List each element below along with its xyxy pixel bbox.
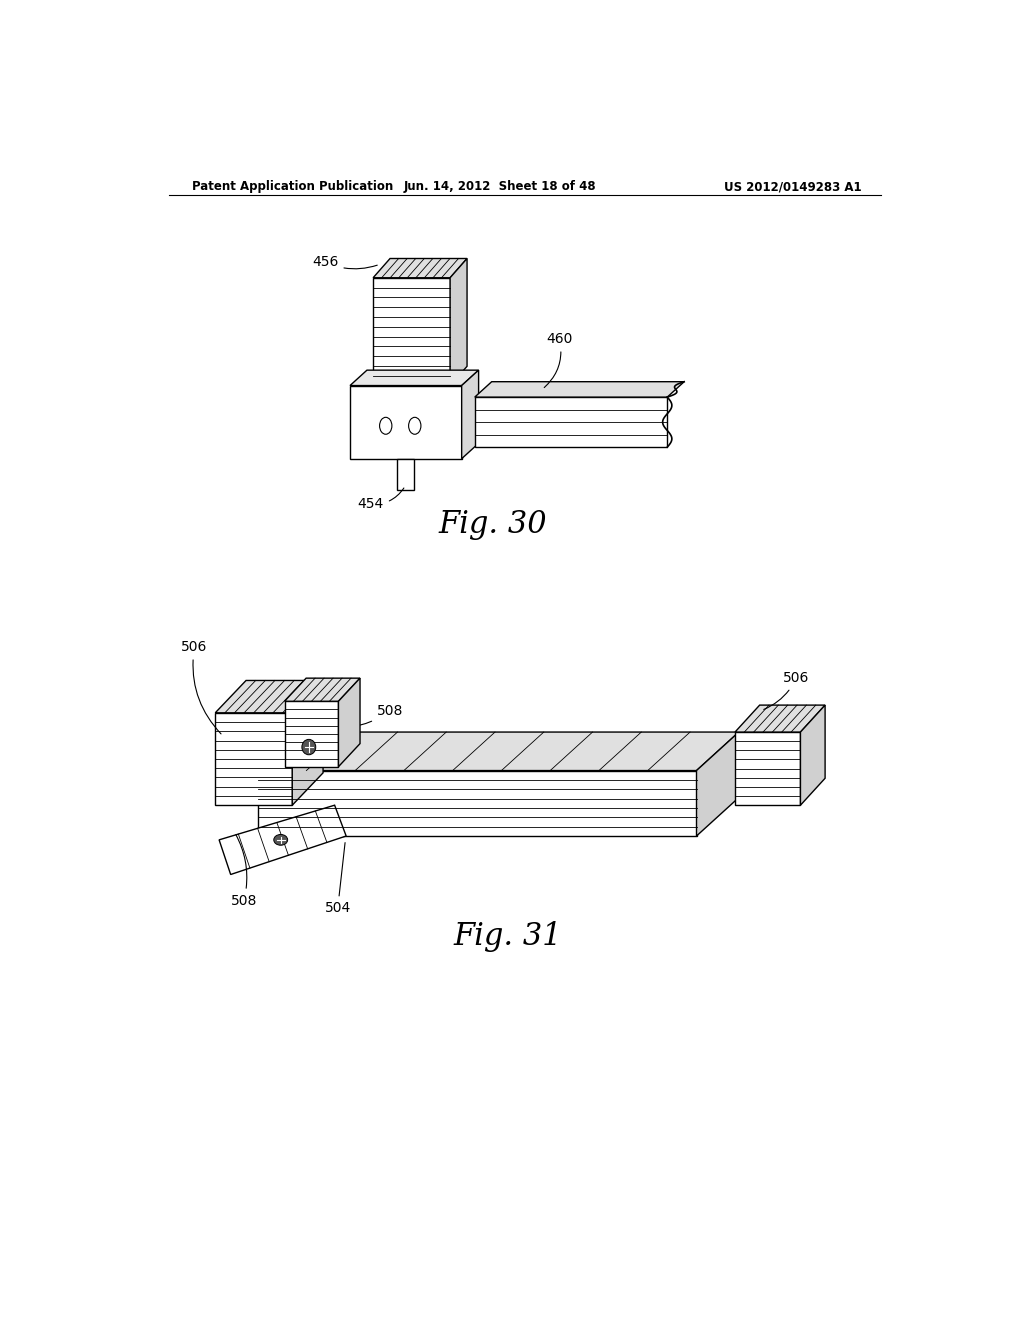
Polygon shape	[373, 277, 451, 385]
Polygon shape	[801, 705, 825, 805]
Text: Jun. 14, 2012  Sheet 18 of 48: Jun. 14, 2012 Sheet 18 of 48	[403, 181, 596, 194]
Polygon shape	[292, 681, 323, 805]
Polygon shape	[215, 681, 323, 713]
Text: Fig. 30: Fig. 30	[438, 508, 547, 540]
Polygon shape	[339, 678, 360, 767]
Text: 454: 454	[357, 488, 403, 511]
Text: 460: 460	[544, 333, 572, 388]
Polygon shape	[397, 459, 414, 490]
Polygon shape	[475, 397, 668, 447]
Text: Patent Application Publication: Patent Application Publication	[193, 181, 393, 194]
Ellipse shape	[409, 417, 421, 434]
Polygon shape	[373, 259, 467, 277]
Ellipse shape	[302, 739, 315, 755]
Polygon shape	[475, 381, 684, 397]
Polygon shape	[735, 705, 825, 733]
Text: 508: 508	[322, 704, 403, 729]
Text: 508: 508	[230, 834, 257, 908]
Text: 506: 506	[181, 640, 221, 734]
Text: Fig. 31: Fig. 31	[454, 921, 562, 952]
Polygon shape	[219, 805, 346, 875]
Polygon shape	[350, 385, 462, 459]
Polygon shape	[258, 733, 739, 771]
Polygon shape	[451, 259, 467, 385]
Polygon shape	[696, 733, 739, 836]
Polygon shape	[215, 713, 292, 805]
Polygon shape	[258, 771, 696, 836]
Polygon shape	[285, 701, 339, 767]
Polygon shape	[462, 370, 478, 459]
Text: 456: 456	[312, 255, 377, 269]
Polygon shape	[350, 370, 478, 385]
Polygon shape	[735, 733, 801, 805]
Text: US 2012/0149283 A1: US 2012/0149283 A1	[724, 181, 862, 194]
Ellipse shape	[380, 417, 392, 434]
Text: 506: 506	[764, 671, 810, 709]
Text: 504: 504	[325, 842, 351, 916]
Ellipse shape	[273, 834, 288, 845]
Polygon shape	[285, 678, 360, 701]
